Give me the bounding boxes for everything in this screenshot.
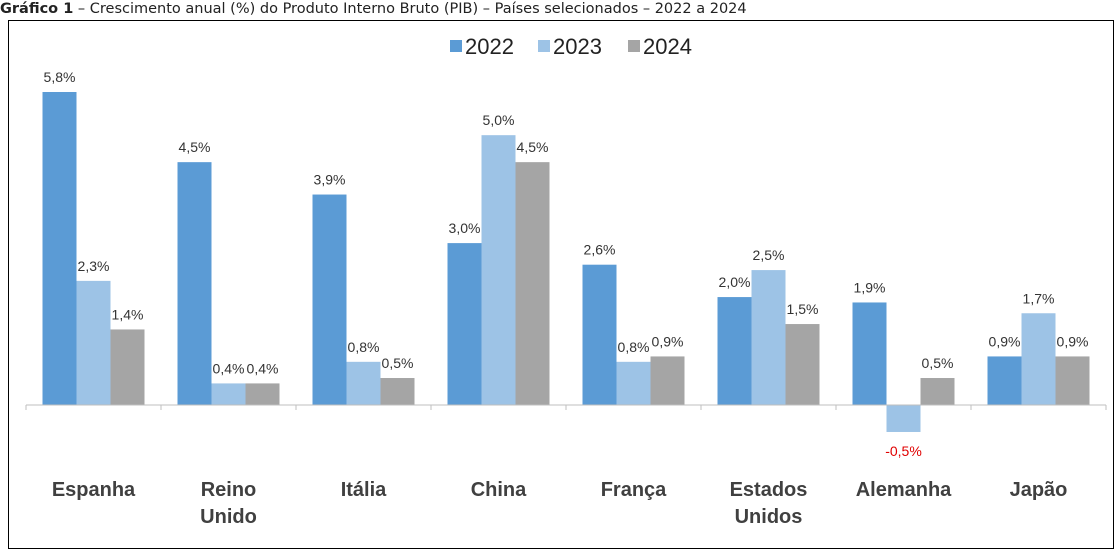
data-label-2022-6: 1,9% xyxy=(854,279,886,295)
legend-swatch-2024 xyxy=(628,40,640,52)
category-label-0: Espanha xyxy=(52,479,136,501)
data-label-2022-0: 5,8% xyxy=(44,69,76,85)
bar-2023-0 xyxy=(76,280,111,405)
data-label-2024-2: 0,5% xyxy=(382,355,414,371)
data-label-2023-0: 2,3% xyxy=(78,258,110,274)
legend-label-2022: 2022 xyxy=(465,34,514,59)
category-label-5: Unidos xyxy=(735,506,803,528)
legend-label-2023: 2023 xyxy=(553,34,602,59)
data-label-2023-3: 5,0% xyxy=(483,112,515,128)
bar-2023-5 xyxy=(751,270,786,405)
bar-2023-7 xyxy=(1021,313,1056,405)
bar-2024-4 xyxy=(650,356,685,405)
category-label-1: Unido xyxy=(200,506,257,528)
chart-caption: Gráfico 1 – Crescimento anual (%) do Pro… xyxy=(0,0,1117,20)
data-label-2024-4: 0,9% xyxy=(652,333,684,349)
data-label-2022-5: 2,0% xyxy=(719,274,751,290)
data-label-2024-7: 0,9% xyxy=(1057,333,1089,349)
bar-2022-4 xyxy=(582,264,617,405)
category-label-4: França xyxy=(601,479,667,501)
category-label-3: China xyxy=(471,479,527,501)
bar-2024-7 xyxy=(1055,356,1090,405)
data-label-2023-5: 2,5% xyxy=(753,247,785,263)
data-label-2024-5: 1,5% xyxy=(787,301,819,317)
bar-2024-5 xyxy=(785,324,820,405)
bar-2022-3 xyxy=(447,243,482,405)
bar-2024-6 xyxy=(920,378,955,405)
bar-2023-3 xyxy=(481,135,516,405)
bar-2024-1 xyxy=(245,383,280,405)
bar-2022-7 xyxy=(987,356,1022,405)
bar-2024-0 xyxy=(110,329,145,405)
data-label-2023-2: 0,8% xyxy=(348,339,380,355)
data-label-2022-3: 3,0% xyxy=(449,220,481,236)
caption-text: – Crescimento anual (%) do Produto Inter… xyxy=(73,1,747,17)
data-label-2022-2: 3,9% xyxy=(314,172,346,188)
bar-2022-6 xyxy=(852,302,887,405)
data-label-2022-4: 2,6% xyxy=(584,242,616,258)
data-label-2023-1: 0,4% xyxy=(213,360,245,376)
data-label-2022-7: 0,9% xyxy=(989,333,1021,349)
category-label-1: Reino xyxy=(201,479,257,501)
bar-2023-1 xyxy=(211,383,246,405)
bar-2024-2 xyxy=(380,378,415,405)
data-label-2023-7: 1,7% xyxy=(1023,290,1055,306)
bar-2022-2 xyxy=(312,194,347,405)
data-label-2024-0: 1,4% xyxy=(112,306,144,322)
bar-2022-5 xyxy=(717,297,752,405)
bar-2022-0 xyxy=(42,92,77,405)
bar-2022-1 xyxy=(177,162,212,405)
category-label-5: Estados xyxy=(730,479,808,501)
category-label-7: Japão xyxy=(1010,479,1068,501)
data-label-2024-3: 4,5% xyxy=(517,139,549,155)
data-label-2024-1: 0,4% xyxy=(247,360,279,376)
bar-2023-6 xyxy=(886,405,921,432)
legend-swatch-2023 xyxy=(538,40,550,52)
data-label-2023-4: 0,8% xyxy=(618,339,650,355)
data-label-2022-1: 4,5% xyxy=(179,139,211,155)
data-label-2024-6: 0,5% xyxy=(922,355,954,371)
legend-label-2024: 2024 xyxy=(643,34,692,59)
bar-2023-4 xyxy=(616,361,651,405)
legend-swatch-2022 xyxy=(450,40,462,52)
category-label-2: Itália xyxy=(341,479,387,501)
bar-2024-3 xyxy=(515,162,550,405)
category-label-6: Alemanha xyxy=(856,479,952,501)
data-label-2023-6: -0,5% xyxy=(885,443,922,459)
caption-label: Gráfico 1 xyxy=(0,1,74,17)
bar-2023-2 xyxy=(346,361,381,405)
